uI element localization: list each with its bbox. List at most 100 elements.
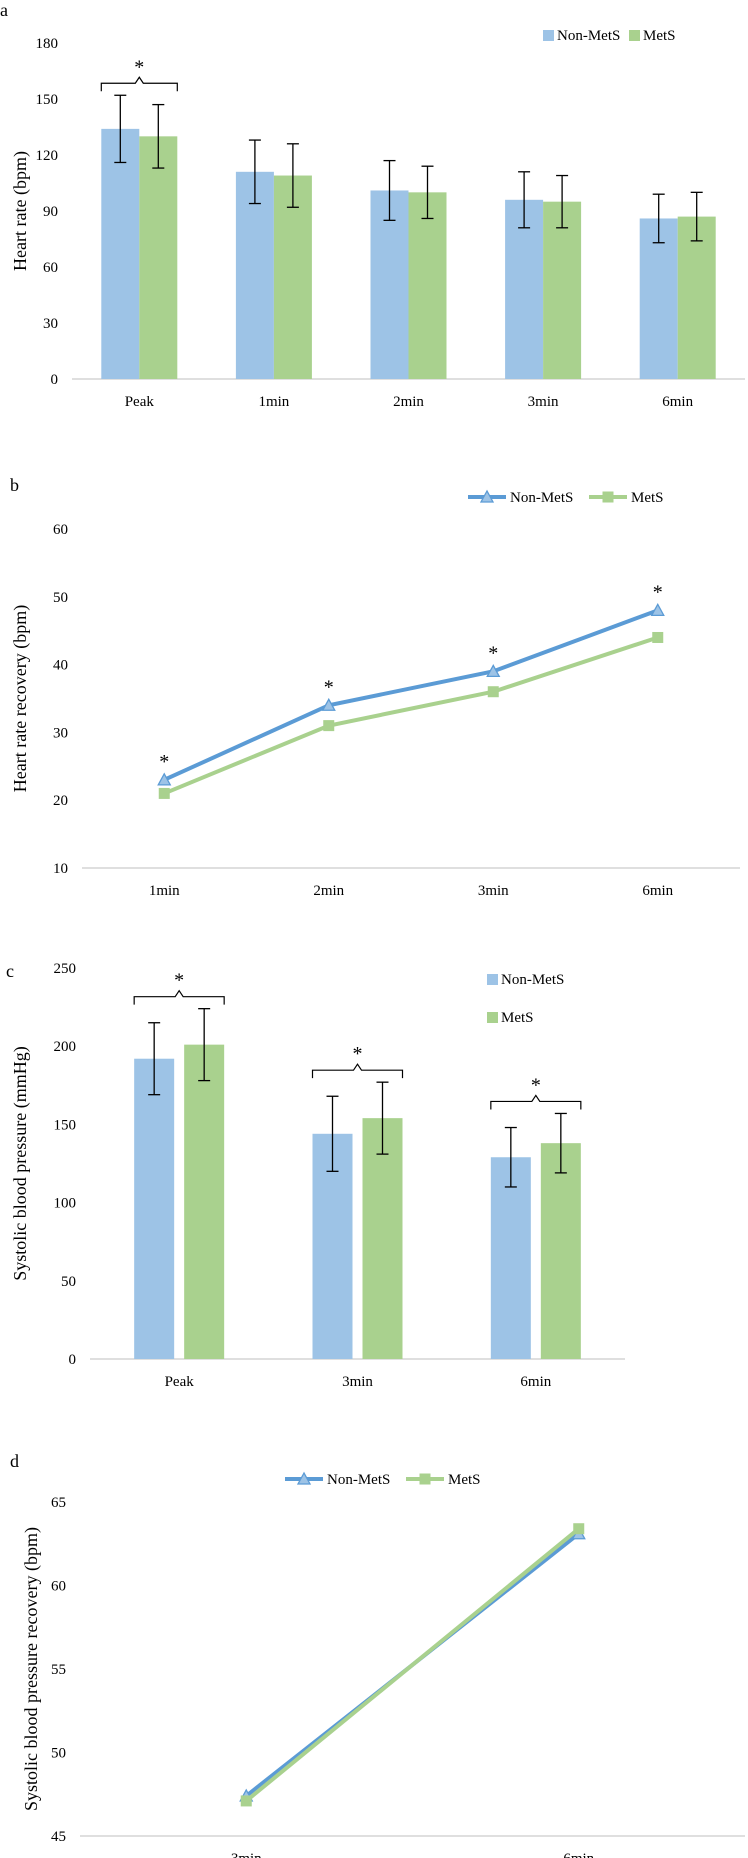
y-axis-label: Systolic blood pressure recovery (bpm) <box>21 1527 42 1811</box>
y-tick-label: 150 <box>36 92 59 108</box>
panel-label: c <box>6 961 14 981</box>
significance-bracket <box>311 1063 404 1079</box>
significance-star: * <box>531 1074 541 1096</box>
chart-panel-b: b Heart rate recovery (bpm) 10 20 30 40 50 60 1m… <box>10 475 740 899</box>
panel-label: b <box>10 475 19 495</box>
x-tick-label: 2min <box>393 394 424 410</box>
y-tick-label: 180 <box>36 36 59 52</box>
data-point <box>487 686 499 698</box>
x-tick-label: Peak <box>125 394 155 410</box>
legend-label: MetS <box>448 1472 481 1488</box>
panel-label: d <box>10 1451 19 1471</box>
significance-bracket <box>490 1094 582 1110</box>
y-axis-label: Systolic blood pressure (mmHg) <box>10 1046 31 1280</box>
legend-marker <box>602 491 614 503</box>
y-axis-label: Heart rate (bpm) <box>10 151 31 271</box>
bar <box>677 216 716 379</box>
panel-label: a <box>0 0 8 20</box>
legend-label: Non-MetS <box>327 1472 390 1488</box>
y-tick-label: 50 <box>51 1746 66 1762</box>
bar <box>362 1118 403 1359</box>
significance-star: * <box>159 751 169 773</box>
bar <box>540 1143 581 1359</box>
legend-marker <box>419 1473 431 1485</box>
y-tick-label: 0 <box>51 372 59 388</box>
y-axis-label: Heart rate recovery (bpm) <box>10 605 31 792</box>
y-tick-label: 60 <box>43 260 58 276</box>
x-tick-label: 6min <box>642 883 673 899</box>
bar <box>490 1157 531 1359</box>
significance-star: * <box>488 642 498 664</box>
significance-star: * <box>353 1043 363 1065</box>
bar <box>101 128 140 379</box>
legend-label: MetS <box>643 28 676 44</box>
significance-bracket <box>133 989 225 1005</box>
series-line <box>163 608 659 782</box>
y-tick-label: 30 <box>43 316 58 332</box>
y-tick-label: 20 <box>53 793 68 809</box>
x-tick-label: Peak <box>165 1374 195 1390</box>
legend-label: MetS <box>631 490 664 506</box>
bar <box>235 171 274 379</box>
series-line <box>244 1527 581 1803</box>
y-tick-label: 45 <box>51 1829 66 1845</box>
y-tick-label: 60 <box>51 1579 66 1595</box>
bar <box>408 192 447 379</box>
bar <box>184 1044 225 1359</box>
x-tick-label: 3min <box>528 394 559 410</box>
significance-star: * <box>134 56 144 78</box>
data-point <box>573 1523 585 1535</box>
data-point <box>157 772 172 786</box>
x-tick-label: 1min <box>258 394 289 410</box>
data-point <box>240 1795 252 1807</box>
y-tick-label: 40 <box>53 658 68 674</box>
significance-star: * <box>653 581 663 603</box>
x-tick-label: 6min <box>662 394 693 410</box>
bar <box>543 201 582 379</box>
y-tick-label: 50 <box>61 1274 76 1290</box>
y-tick-label: 30 <box>53 725 68 741</box>
y-tick-label: 10 <box>53 861 68 877</box>
bar <box>134 1058 175 1359</box>
y-tick-label: 150 <box>54 1117 77 1133</box>
legend-label: MetS <box>501 1010 534 1026</box>
significance-bracket <box>100 76 178 92</box>
data-point <box>486 664 501 678</box>
series-line <box>163 635 659 796</box>
y-tick-label: 0 <box>69 1352 77 1368</box>
y-tick-label: 65 <box>51 1495 66 1511</box>
x-tick-label: 6min <box>563 1851 594 1858</box>
significance-star: * <box>174 970 184 992</box>
legend-swatch <box>487 974 498 985</box>
bar <box>639 218 678 379</box>
legend: Non-MetS MetS <box>285 1471 481 1488</box>
chart-panel-c: c Systolic blood pressure (mmHg) 0 50 100 150… <box>6 961 625 1390</box>
legend: Non-MetS MetS <box>543 28 676 44</box>
chart-panel-a: a Heart rate (bpm) 0 30 60 90 120 150 180 Peak 1mi… <box>0 0 745 410</box>
y-tick-label: 200 <box>54 1039 77 1055</box>
data-point <box>158 787 170 799</box>
legend-swatch <box>487 1012 498 1023</box>
legend: Non-MetS MetS <box>487 972 564 1026</box>
x-tick-label: 2min <box>313 883 344 899</box>
significance-star: * <box>324 676 334 698</box>
legend-label: Non-MetS <box>557 28 620 44</box>
x-tick-label: 3min <box>478 883 509 899</box>
legend-swatch <box>629 30 640 41</box>
y-tick-label: 55 <box>51 1662 66 1678</box>
data-point <box>321 697 336 711</box>
x-tick-label: 1min <box>149 883 180 899</box>
data-point <box>323 720 335 732</box>
bar <box>505 199 544 379</box>
data-point <box>652 631 664 643</box>
y-tick-label: 90 <box>43 204 58 220</box>
bar <box>273 175 312 379</box>
legend-marker <box>296 1471 312 1485</box>
chart-panel-d: d Systolic blood pressure recovery (bpm) 4… <box>10 1451 745 1858</box>
legend-label: Non-MetS <box>510 490 573 506</box>
legend-marker <box>479 489 495 503</box>
bar <box>370 190 409 379</box>
y-tick-label: 60 <box>53 522 68 538</box>
legend-label: Non-MetS <box>501 972 564 988</box>
